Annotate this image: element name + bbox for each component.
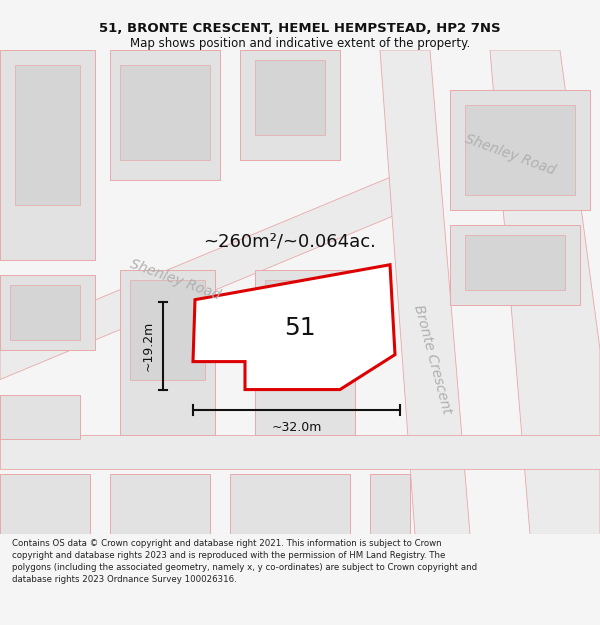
Polygon shape [0,50,95,260]
Polygon shape [0,474,90,534]
Text: Shenley Road: Shenley Road [463,132,557,178]
Polygon shape [240,50,340,160]
Text: Map shows position and indicative extent of the property.: Map shows position and indicative extent… [130,38,470,50]
Bar [465,105,575,195]
Polygon shape [0,275,95,349]
Polygon shape [380,50,470,534]
Text: 51: 51 [284,316,316,339]
Bar [255,60,325,135]
Text: Bronte Crescent: Bronte Crescent [410,304,454,416]
Polygon shape [110,50,220,180]
Text: ~260m²/~0.064ac.: ~260m²/~0.064ac. [203,232,376,251]
Polygon shape [255,270,355,434]
Text: Shenley Road: Shenley Road [128,257,222,302]
Polygon shape [120,270,215,434]
Text: Contains OS data © Crown copyright and database right 2021. This information is : Contains OS data © Crown copyright and d… [12,539,477,584]
Polygon shape [450,225,580,304]
Polygon shape [0,434,600,469]
Bar [120,65,210,160]
Polygon shape [193,265,395,389]
Polygon shape [0,165,420,379]
Bar [465,235,565,290]
Text: ~32.0m: ~32.0m [271,421,322,434]
Polygon shape [370,474,410,534]
Polygon shape [110,474,210,534]
Polygon shape [490,50,600,534]
Text: 51, BRONTE CRESCENT, HEMEL HEMPSTEAD, HP2 7NS: 51, BRONTE CRESCENT, HEMEL HEMPSTEAD, HP… [99,22,501,34]
Polygon shape [450,90,590,210]
Polygon shape [0,394,80,439]
Polygon shape [230,474,350,534]
Bar [10,285,80,339]
Text: ~19.2m: ~19.2m [142,321,155,371]
Bar [265,280,340,379]
Bar [130,280,205,379]
Bar [15,65,80,205]
